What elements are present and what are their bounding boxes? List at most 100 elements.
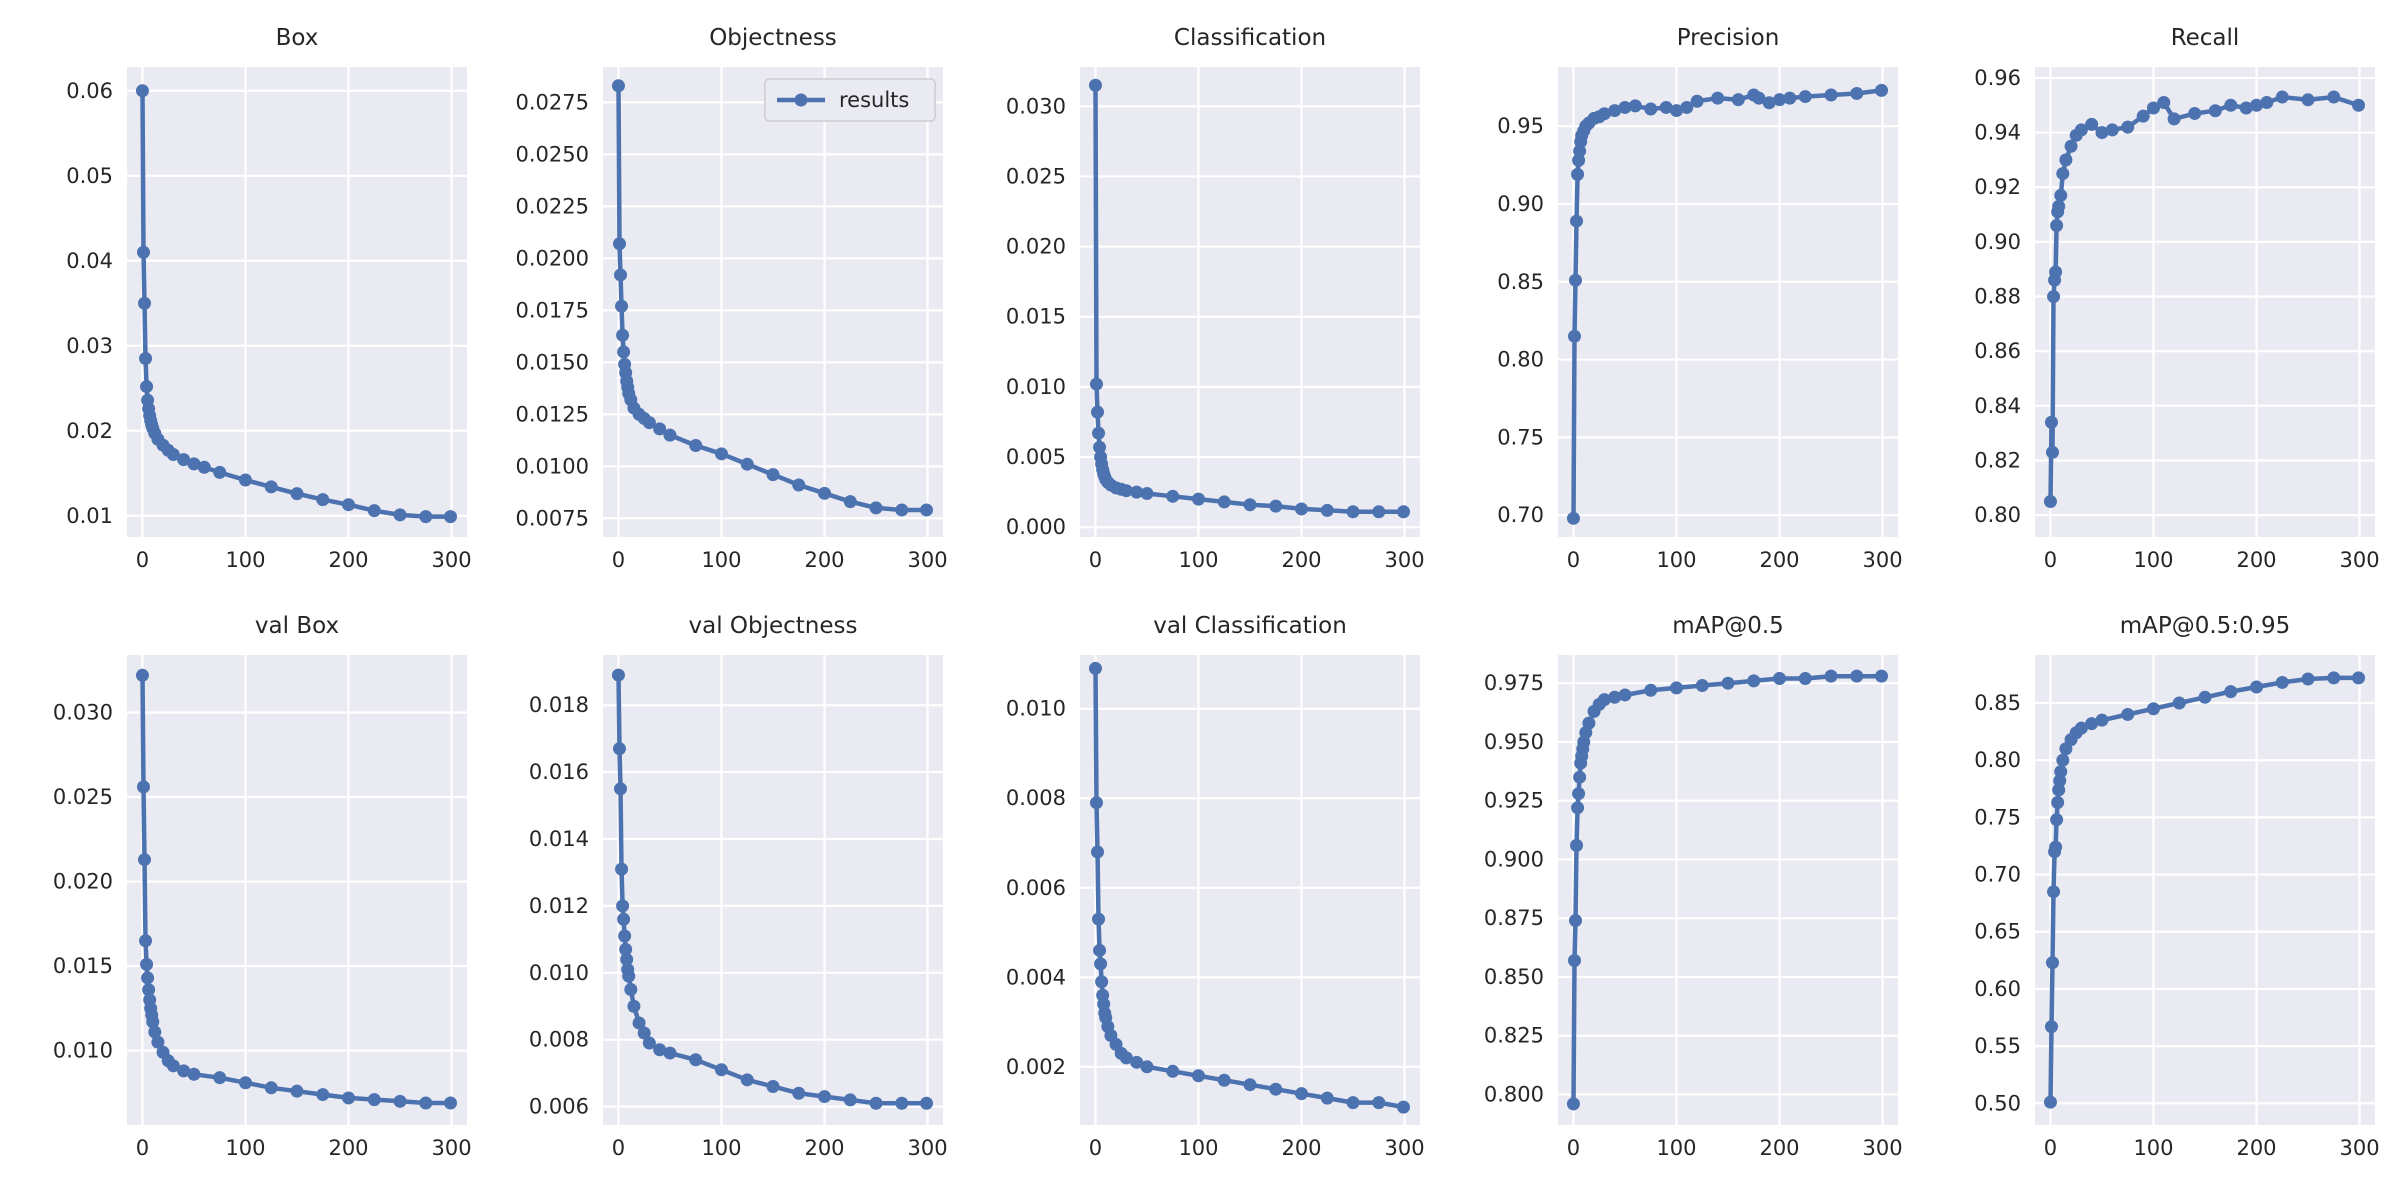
data-point [1850, 669, 1864, 683]
data-point [2136, 109, 2150, 123]
data-point [618, 929, 632, 943]
panel-title: mAP@0.5:0.95 [2120, 613, 2291, 639]
data-point [393, 508, 407, 522]
data-point [2050, 813, 2064, 827]
data-point [2208, 104, 2222, 118]
x-tick-label: 200 [2236, 1136, 2276, 1160]
data-point [1130, 1055, 1144, 1069]
x-tick-label: 100 [2133, 1136, 2173, 1160]
y-tick-label: 0.0125 [516, 402, 589, 426]
data-point [2250, 98, 2264, 112]
data-point [1397, 1100, 1411, 1114]
data-point [612, 237, 626, 251]
y-tick-label: 0.006 [529, 1095, 589, 1119]
data-point [1721, 676, 1735, 690]
panel-title: Objectness [709, 25, 837, 51]
data-point [2301, 672, 2315, 686]
data-point [614, 782, 628, 796]
y-tick-label: 0.012 [529, 894, 589, 918]
data-point [177, 1064, 191, 1078]
data-point [2056, 167, 2070, 181]
data-point [2275, 675, 2289, 689]
data-point [1628, 99, 1642, 113]
data-point [616, 328, 630, 342]
data-point [637, 1026, 651, 1040]
y-tick-label: 0.000 [1006, 515, 1066, 539]
data-point [290, 487, 304, 501]
data-point [1093, 943, 1107, 957]
data-point [920, 1096, 934, 1110]
data-point [238, 473, 252, 487]
data-point [2074, 721, 2088, 735]
x-tick-label: 300 [431, 1136, 471, 1160]
data-point [766, 468, 780, 482]
data-point [1140, 1060, 1154, 1074]
data-point [136, 245, 150, 259]
data-point [1088, 78, 1102, 92]
data-point [2052, 199, 2066, 213]
data-point [1695, 679, 1709, 693]
data-point [2198, 690, 2212, 704]
data-point [1191, 492, 1205, 506]
data-point [1320, 503, 1334, 517]
x-tick-label: 100 [225, 1136, 265, 1160]
plot-area [1080, 67, 1420, 537]
data-point [177, 453, 191, 467]
data-point [1089, 377, 1103, 391]
data-point [1608, 690, 1622, 704]
data-point [419, 510, 433, 524]
data-point [1618, 100, 1632, 114]
panel-title: val Classification [1153, 613, 1347, 639]
data-point [1295, 502, 1309, 516]
y-tick-label: 0.010 [529, 961, 589, 985]
data-point [1762, 96, 1776, 110]
data-point [818, 1090, 832, 1104]
y-tick-label: 0.0175 [516, 298, 589, 322]
data-point [2121, 120, 2135, 134]
data-point [1095, 975, 1109, 989]
y-tick-label: 0.020 [53, 870, 113, 894]
x-tick-label: 200 [1281, 548, 1321, 572]
x-tick-label: 0 [2044, 548, 2057, 572]
data-point [1397, 505, 1411, 519]
data-point [2095, 126, 2109, 140]
data-point [213, 465, 227, 479]
data-point [139, 934, 153, 948]
data-point [138, 853, 152, 867]
data-point [689, 1053, 703, 1067]
data-point [1680, 100, 1694, 114]
data-point [653, 422, 667, 436]
y-tick-label: 0.03 [66, 334, 113, 358]
y-tick-label: 0.0075 [516, 506, 589, 530]
data-point [1669, 104, 1683, 118]
data-point [1659, 100, 1673, 114]
data-point [895, 1096, 909, 1110]
data-point [264, 1081, 278, 1095]
data-point [1644, 683, 1658, 697]
data-point [1320, 1091, 1334, 1105]
chart-panel-8: 0 100 200 300 0.800 0.825 0.850 0.875 0.900 0.925… [1484, 613, 1903, 1160]
chart-panel-9: 0 100 200 300 0.50 0.55 0.60 0.65 0.70 0.75 0.80 0.… [1974, 613, 2379, 1160]
data-point [444, 1096, 458, 1110]
y-tick-label: 0.96 [1974, 66, 2021, 90]
data-point [642, 416, 656, 430]
data-point [1346, 1096, 1360, 1110]
data-point [2049, 265, 2063, 279]
x-tick-label: 0 [1567, 548, 1580, 572]
y-tick-label: 0.800 [1484, 1082, 1544, 1106]
chart-panel-0: 0 100 200 300 0.01 0.02 0.03 0.04 0.05 0.06 Box [66, 25, 471, 572]
y-tick-label: 0.0275 [516, 90, 589, 114]
data-point [622, 969, 636, 983]
y-tick-label: 0.006 [1006, 876, 1066, 900]
y-tick-label: 0.90 [1974, 230, 2021, 254]
y-tick-label: 0.70 [1497, 503, 1544, 527]
panel-title: val Box [255, 613, 339, 639]
data-point [1669, 681, 1683, 695]
data-point [614, 268, 628, 282]
data-point [2043, 1095, 2057, 1109]
data-point [2064, 139, 2078, 153]
plot-area [603, 655, 943, 1125]
x-tick-label: 300 [2339, 1136, 2379, 1160]
plot-area [127, 67, 467, 537]
data-point [1570, 214, 1584, 228]
